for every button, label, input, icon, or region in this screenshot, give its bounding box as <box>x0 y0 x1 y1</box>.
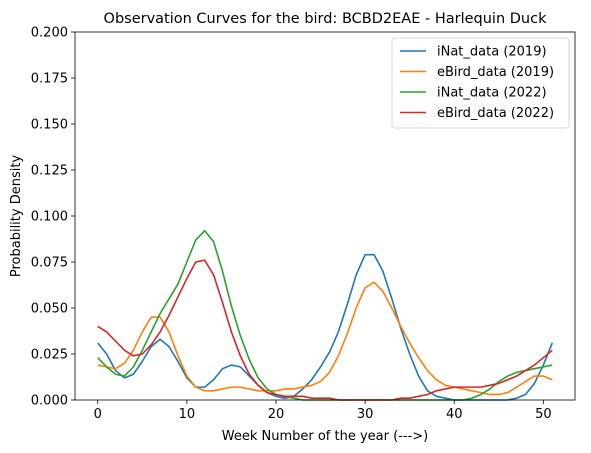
legend-entry-label: eBird_data (2022) <box>437 106 554 121</box>
y-tick-label: 0.175 <box>31 72 68 87</box>
x-tick-label: 20 <box>268 407 285 422</box>
series-line-3 <box>97 229 553 401</box>
series-line-2 <box>97 281 553 396</box>
x-tick-label: 30 <box>357 407 374 422</box>
y-tick-label: 0.100 <box>31 210 68 225</box>
y-tick-label: 0.000 <box>31 394 68 409</box>
x-axis: 0 10 20 30 40 50 <box>94 400 552 422</box>
y-tick-label: 0.025 <box>31 348 68 363</box>
series-line-4 <box>97 259 553 401</box>
legend: iNat_data (2019) eBird_data (2019) iNat_da… <box>391 37 570 129</box>
legend-entry-label: iNat_data (2019) <box>437 45 547 60</box>
y-tick-label: 0.050 <box>31 302 68 317</box>
y-tick-label: 0.150 <box>31 118 68 133</box>
x-tick-label: 40 <box>446 407 463 422</box>
chart-title: Observation Curves for the bird: BCBD2EA… <box>104 11 548 27</box>
y-tick-label: 0.200 <box>31 26 68 41</box>
series-layer <box>97 229 554 401</box>
x-tick-label: 50 <box>535 407 552 422</box>
x-tick-label: 10 <box>179 407 196 422</box>
y-tick-label: 0.075 <box>31 256 68 271</box>
legend-entry-label: iNat_data (2022) <box>437 86 547 101</box>
y-axis-label: Probability Density <box>9 155 24 278</box>
y-axis: 0.000 0.025 0.050 0.075 0.100 0.125 0.150 0.175… <box>31 26 75 409</box>
legend-entry-label: eBird_data (2019) <box>437 65 554 80</box>
x-axis-label: Week Number of the year (--->) <box>222 429 428 444</box>
x-tick-label: 0 <box>94 407 102 422</box>
y-tick-label: 0.125 <box>31 164 68 179</box>
legend-box <box>391 37 570 129</box>
